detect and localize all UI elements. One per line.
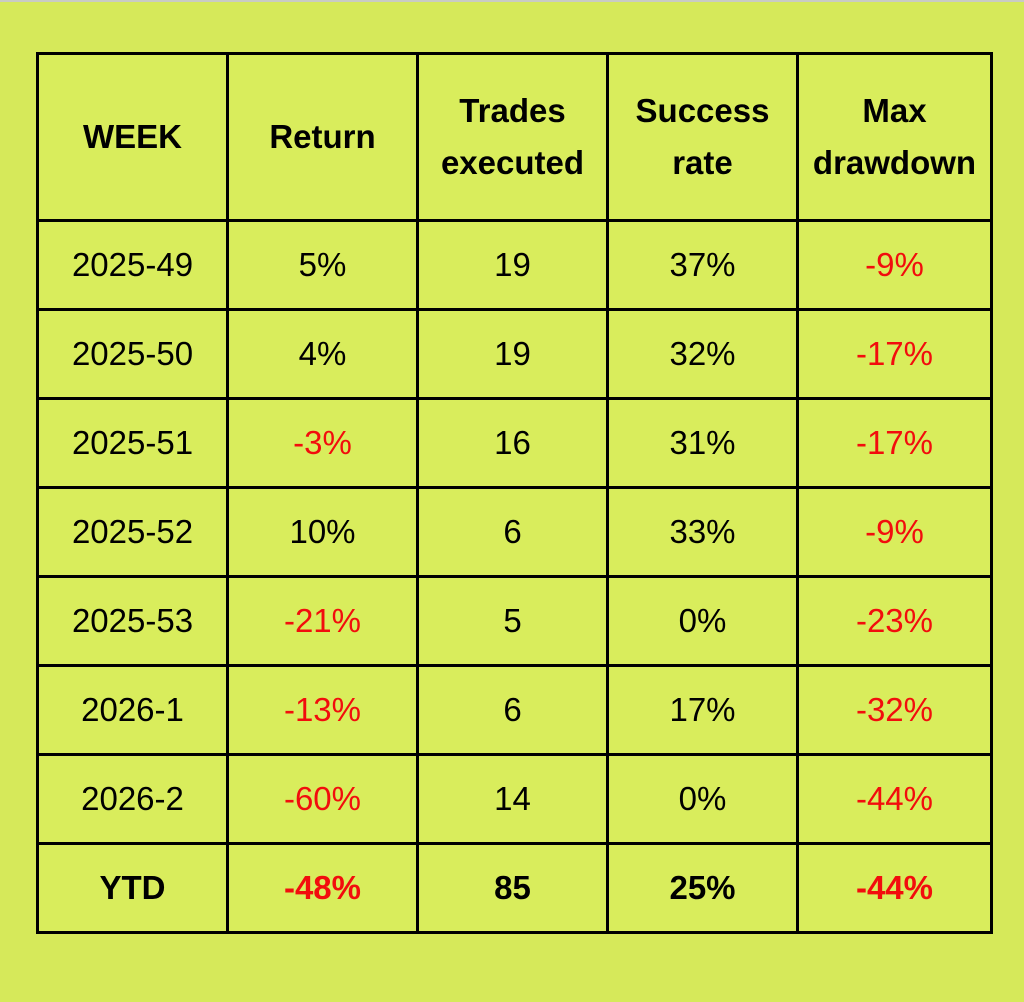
header-success: Success rate [606, 52, 799, 222]
cell-drawdown: -9% [796, 219, 993, 311]
table-row: 2025-52 10% 6 33% -9% [36, 486, 993, 578]
cell-return: 10% [226, 486, 419, 578]
cell-return: 4% [226, 308, 419, 400]
table-row: 2025-49 5% 19 37% -9% [36, 219, 993, 311]
table-body: 2025-49 5% 19 37% -9% 2025-50 4% 19 32% -17% 2025-… [36, 219, 993, 934]
table-row: 2025-50 4% 19 32% -17% [36, 308, 993, 400]
cell-trades: 14 [416, 753, 609, 845]
cell-success: 17% [606, 664, 799, 756]
cell-week: 2026-1 [36, 664, 229, 756]
header-trades-line: executed [440, 144, 585, 181]
cell-week: 2025-49 [36, 219, 229, 311]
top-edge-line [0, 0, 1024, 2]
cell-trades: 6 [416, 486, 609, 578]
cell-success: 0% [606, 575, 799, 667]
header-drawdown: Max drawdown [796, 52, 993, 222]
cell-drawdown: -44% [796, 753, 993, 845]
cell-success: 31% [606, 397, 799, 489]
cell-success: 33% [606, 486, 799, 578]
cell-week: 2025-53 [36, 575, 229, 667]
cell-trades: 5 [416, 575, 609, 667]
table-row: 2025-53 -21% 5 0% -23% [36, 575, 993, 667]
cell-success: 25% [606, 842, 799, 934]
table-row: 2026-1 -13% 6 17% -32% [36, 664, 993, 756]
cell-drawdown: -23% [796, 575, 993, 667]
cell-drawdown: -9% [796, 486, 993, 578]
cell-week: 2025-51 [36, 397, 229, 489]
cell-week: 2026-2 [36, 753, 229, 845]
header-week: WEEK [36, 52, 229, 222]
cell-drawdown: -17% [796, 308, 993, 400]
header-trades: Trades executed [416, 52, 609, 222]
header-trades-line: Trades [459, 92, 566, 129]
cell-return: -21% [226, 575, 419, 667]
header-drawdown-line: drawdown [812, 144, 977, 181]
header-week-line: WEEK [83, 118, 182, 155]
cell-success: 32% [606, 308, 799, 400]
header-return-line: Return [269, 118, 376, 155]
header-success-line: Success [635, 92, 770, 129]
cell-drawdown: -32% [796, 664, 993, 756]
cell-trades: 85 [416, 842, 609, 934]
cell-drawdown: -17% [796, 397, 993, 489]
cell-trades: 19 [416, 219, 609, 311]
cell-return: -48% [226, 842, 419, 934]
cell-drawdown: -44% [796, 842, 993, 934]
cell-week: 2025-50 [36, 308, 229, 400]
table-row: 2026-2 -60% 14 0% -44% [36, 753, 993, 845]
table-row: 2025-51 -3% 16 31% -17% [36, 397, 993, 489]
cell-return: 5% [226, 219, 419, 311]
header-row: WEEK Return Trades executed Success rate Max dr… [36, 52, 993, 222]
cell-success: 37% [606, 219, 799, 311]
cell-success: 0% [606, 753, 799, 845]
cell-return: -13% [226, 664, 419, 756]
cell-week: 2025-52 [36, 486, 229, 578]
header-return: Return [226, 52, 419, 222]
header-success-line: rate [672, 144, 733, 181]
cell-trades: 6 [416, 664, 609, 756]
cell-trades: 16 [416, 397, 609, 489]
cell-trades: 19 [416, 308, 609, 400]
cell-return: -60% [226, 753, 419, 845]
cell-week: YTD [36, 842, 229, 934]
header-drawdown-line: Max [862, 92, 927, 129]
ytd-row: YTD -48% 85 25% -44% [36, 842, 993, 934]
cell-return: -3% [226, 397, 419, 489]
weekly-performance-table: WEEK Return Trades executed Success rate Max dr… [36, 52, 993, 934]
